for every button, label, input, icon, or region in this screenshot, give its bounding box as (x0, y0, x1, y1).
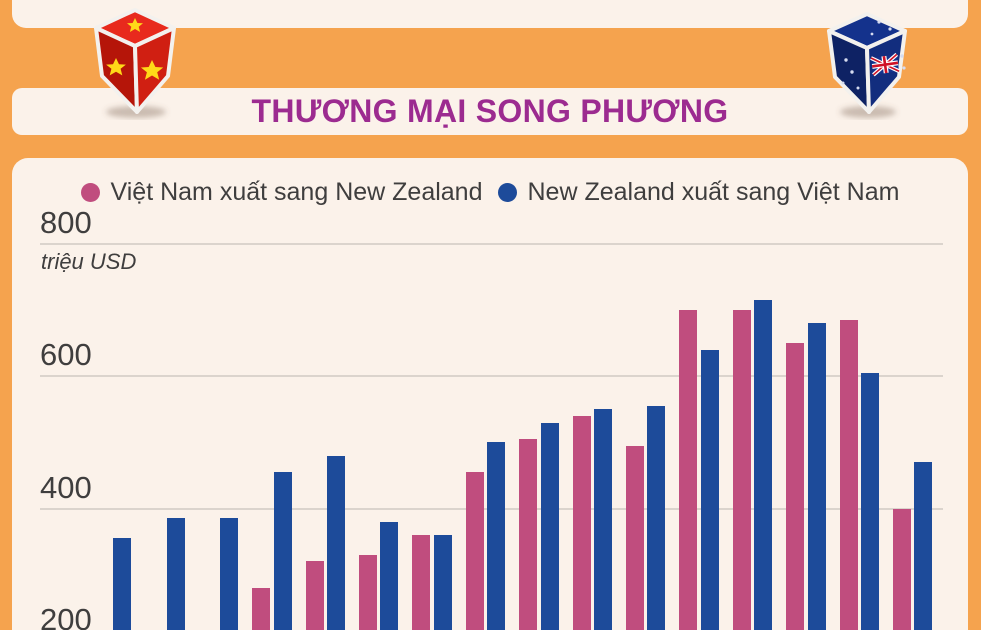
gridline-800 (40, 243, 943, 245)
y-axis-unit-label: triệu USD (41, 249, 137, 274)
bar-vn-exports-group6 (359, 554, 377, 630)
bar-nz-exports-group3 (220, 518, 239, 630)
legend-dot-vn-icon (80, 183, 100, 202)
y-tick-label-200: 200 (40, 601, 92, 630)
legend-label-vn: Việt Nam xuất sang New Zealand (110, 178, 483, 206)
bar-nz-exports-group12 (700, 349, 719, 630)
bar-vn-exports-group11 (626, 445, 644, 630)
bar-nz-exports-group6 (380, 521, 399, 630)
bar-vn-exports-group15 (839, 320, 858, 630)
bar-nz-exports-group16 (914, 462, 933, 630)
bar-vn-exports-group10 (572, 415, 591, 630)
bar-nz-exports-group5 (326, 455, 345, 630)
bar-nz-exports-group10 (593, 409, 612, 630)
bar-nz-exports-group13 (754, 300, 773, 630)
bar-nz-exports-group14 (807, 323, 826, 630)
bar-nz-exports-group2 (166, 518, 185, 630)
bar-vn-exports-group8 (465, 472, 484, 630)
new-zealand-flag-dice-icon (827, 12, 907, 118)
legend-dot-nz-icon (497, 183, 517, 202)
title-bar: THƯƠNG MẠI SONG PHƯƠNG (12, 88, 968, 135)
vietnam-flag-dice-icon (94, 8, 176, 118)
gridline-600 (40, 375, 943, 378)
bar-vn-exports-group13 (732, 310, 751, 630)
bar-vn-exports-group12 (679, 310, 698, 630)
bar-nz-exports-group8 (487, 442, 506, 630)
top-card-fragment (12, 0, 968, 28)
bar-nz-exports-group1 (113, 538, 132, 630)
bar-nz-exports-group15 (860, 372, 879, 630)
bar-nz-exports-group9 (540, 422, 559, 630)
y-tick-label-600: 600 (40, 337, 92, 373)
bar-vn-exports-group4 (252, 587, 271, 630)
y-tick-label-400: 400 (40, 469, 92, 505)
bar-nz-exports-group4 (273, 472, 292, 630)
bar-vn-exports-group5 (305, 561, 324, 630)
legend-label-nz: New Zealand xuất sang Việt Nam (527, 178, 900, 206)
page-title: THƯƠNG MẠI SONG PHƯƠNG (251, 93, 729, 129)
bar-nz-exports-group11 (647, 406, 666, 630)
y-tick-label-800: 800 (40, 205, 92, 240)
bar-vn-exports-group7 (412, 534, 431, 630)
legend: Việt Nam xuất sang New Zealand New Zeala… (12, 178, 968, 207)
bar-nz-exports-group7 (433, 534, 452, 630)
legend-item-vn-exports: Việt Nam xuất sang New Zealand (80, 178, 483, 207)
bar-vn-exports-group16 (893, 508, 911, 630)
bar-vn-exports-group14 (786, 343, 805, 630)
bar-vn-exports-group9 (519, 439, 538, 630)
legend-item-nz-exports: New Zealand xuất sang Việt Nam (497, 178, 900, 207)
